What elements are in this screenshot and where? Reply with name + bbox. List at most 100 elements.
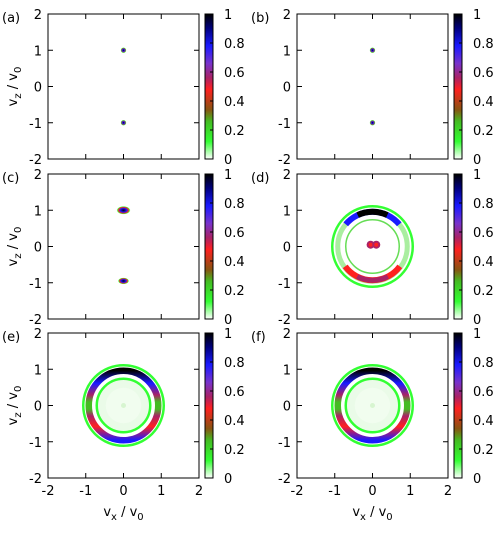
- colorbar: [204, 173, 214, 320]
- colorbar-tick-label: 0.4: [224, 255, 245, 270]
- density-ring: [85, 367, 162, 444]
- heatmap-panel-b: -2 -1 0 1 2 (b) 0 0.2 0.4 0.6 0.8 1: [251, 8, 494, 168]
- y-tick-label: 0: [283, 81, 291, 96]
- y-tick-label: -1: [29, 436, 42, 451]
- x-tick-label: -1: [79, 484, 92, 499]
- y-tick-label: -1: [278, 117, 291, 132]
- colorbar: [204, 332, 214, 479]
- colorbar-tick-label: 1: [224, 8, 232, 23]
- y-tick-label: 0: [34, 400, 42, 415]
- colorbar-tick-label: 0.2: [473, 443, 494, 458]
- colorbar-tick-label: 0: [473, 313, 481, 328]
- colorbar-tick-label: 0.2: [473, 124, 494, 139]
- density-spot: [116, 206, 131, 215]
- colorbar-tick-label: 1: [473, 327, 481, 342]
- inner-ring: [345, 219, 400, 274]
- ring-halo: [331, 205, 414, 288]
- heatmap-panel-a: -2 -1 0 1 2 (a) 0 0.2 0.4 0.6 0.8 1 vz / v0: [2, 8, 245, 168]
- y-tick-label: -2: [29, 153, 42, 168]
- heatmap-panel-f: -2-2 -1 -1 0 0 1 1 2 2 (f) 0 0.2 0.4 0.6 0.8 1 vx / v0: [251, 327, 494, 523]
- panel-label: (e): [2, 330, 20, 345]
- colorbar-tick-label: 1: [224, 168, 232, 183]
- colorbar-tick-label: 0: [473, 472, 481, 487]
- x-tick-label: 1: [157, 484, 165, 499]
- y-tick-label: -1: [278, 436, 291, 451]
- colorbar: [453, 13, 463, 160]
- y-tick-label: 2: [283, 168, 291, 183]
- y-tick-label: 0: [34, 81, 42, 96]
- y-tick-label: 2: [34, 8, 42, 23]
- ring-halo: [82, 364, 165, 447]
- density-spot: [369, 119, 376, 126]
- panel-label: (a): [2, 11, 20, 26]
- y-tick-label: 2: [283, 327, 291, 342]
- colorbar-tick-label: 0.8: [473, 197, 494, 212]
- colorbar-tick-label: 0.6: [224, 226, 245, 241]
- y-tick-label: 1: [34, 44, 42, 59]
- x-axis-label: vx / v0: [352, 505, 392, 523]
- y-tick-label: -2: [29, 472, 42, 487]
- arc-bottom-peak: [356, 274, 389, 283]
- y-tick-label: 1: [283, 44, 291, 59]
- density-spot: [117, 277, 130, 285]
- colorbar-tick-label: 0.8: [224, 37, 245, 52]
- colorbar-tick-label: 0.2: [473, 284, 494, 299]
- x-tick-label: 0: [119, 484, 127, 499]
- colorbar-tick-label: 0.6: [473, 385, 494, 400]
- center-spot-core: [368, 242, 373, 247]
- colorbar-tick-label: 0.2: [224, 124, 245, 139]
- heatmap-panel-c: -2 -1 0 1 2 (c) 0 0.2 0.4 0.6 0.8 1 vz / v0: [2, 168, 245, 328]
- colorbar-tick-label: 1: [473, 168, 481, 183]
- colorbar: [204, 13, 214, 160]
- colorbar-tick-label: 1: [224, 327, 232, 342]
- y-axis-label: vz / v0: [6, 386, 24, 426]
- y-tick-label: -2: [278, 472, 291, 487]
- colorbar-tick-label: 0: [224, 472, 232, 487]
- ring-gap: [92, 374, 155, 437]
- colorbar: [453, 332, 463, 479]
- colorbar-tick-label: 0: [224, 313, 232, 328]
- x-tick-label: 1: [406, 484, 414, 499]
- colorbar-tick-label: 0.8: [224, 356, 245, 371]
- colorbar-tick-label: 0.6: [224, 385, 245, 400]
- colorbar-tick-label: 0.2: [224, 284, 245, 299]
- y-tick-label: -2: [278, 153, 291, 168]
- colorbar-tick-label: 0.4: [473, 95, 494, 110]
- colorbar-tick-label: 0.4: [224, 414, 245, 429]
- colorbar-tick-label: 0.6: [473, 66, 494, 81]
- colorbar-tick-label: 0.6: [224, 66, 245, 81]
- y-tick-label: 1: [34, 204, 42, 219]
- panel-label: (c): [2, 171, 19, 186]
- panel-label: (d): [251, 171, 269, 186]
- colorbar-tick-label: 0.2: [224, 443, 245, 458]
- y-tick-label: 0: [34, 241, 42, 256]
- panel-label: (f): [251, 330, 266, 345]
- plot-area: [48, 14, 199, 159]
- colorbar-tick-label: 0.8: [224, 197, 245, 212]
- y-axis-label: vz / v0: [6, 67, 24, 107]
- colorbar-tick-label: 1: [473, 8, 481, 23]
- colorbar-tick-label: 0: [473, 153, 481, 168]
- colorbar: [453, 173, 463, 320]
- y-tick-label: -1: [29, 277, 42, 292]
- density-spot: [369, 47, 376, 54]
- colorbar-tick-label: 0.8: [473, 356, 494, 371]
- colorbar-tick-label: 0.6: [473, 226, 494, 241]
- x-tick-label: -2: [42, 484, 55, 499]
- ring-gap: [341, 374, 404, 437]
- colorbar-tick-label: 0.8: [473, 37, 494, 52]
- ring-halo: [331, 364, 414, 447]
- plot-area: [297, 14, 448, 159]
- x-tick-label: -2: [291, 484, 304, 499]
- y-tick-label: -1: [29, 117, 42, 132]
- colorbar-tick-label: 0.4: [473, 255, 494, 270]
- x-axis-label: vx / v0: [103, 505, 143, 523]
- heatmap-panel-d: -2 -1 0 1 2 (d) 0 0.2 0.4 0.6 0.8 1: [251, 168, 494, 328]
- y-tick-label: 2: [283, 8, 291, 23]
- y-tick-label: 1: [34, 363, 42, 378]
- panel-label: (b): [251, 11, 269, 26]
- x-tick-label: 2: [195, 484, 203, 499]
- x-tick-label: 0: [368, 484, 376, 499]
- center-dot: [370, 403, 375, 408]
